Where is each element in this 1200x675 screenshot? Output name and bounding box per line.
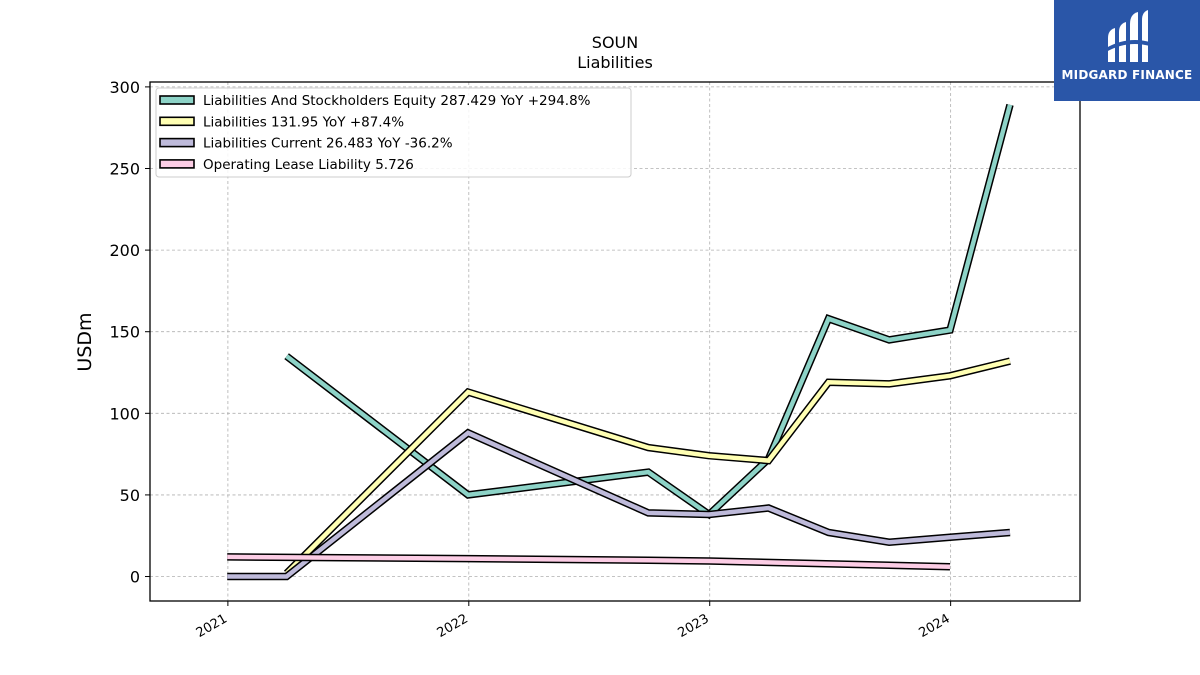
legend-swatch bbox=[159, 116, 195, 127]
legend-label: Liabilities 131.95 YoY +87.4% bbox=[203, 114, 404, 130]
series-liabilities bbox=[283, 357, 1011, 576]
series-line bbox=[227, 430, 1011, 579]
midgard-finance-logo: MIDGARD FINANCE bbox=[1054, 0, 1200, 101]
series-operating-lease-liability bbox=[227, 553, 951, 571]
x-tick-label: 2022 bbox=[435, 611, 471, 641]
legend-swatch bbox=[159, 159, 195, 169]
legend-label: Liabilities Current 26.483 YoY -36.2% bbox=[203, 136, 453, 152]
legend-swatch bbox=[159, 137, 195, 148]
legend: Liabilities And Stockholders Equity 287.… bbox=[155, 87, 632, 178]
legend-swatch bbox=[159, 95, 195, 105]
series-line bbox=[285, 358, 1011, 575]
x-tick-label: 2021 bbox=[194, 611, 230, 641]
y-tick-label: 300 bbox=[109, 78, 140, 97]
legend-label: Liabilities And Stockholders Equity 287.… bbox=[203, 93, 591, 109]
plot-frame bbox=[149, 81, 1081, 602]
x-tick-label: 2024 bbox=[916, 611, 952, 641]
series-layer bbox=[227, 103, 1014, 581]
y-tick-label: 200 bbox=[109, 241, 140, 260]
series-liabilities-current bbox=[227, 428, 1011, 581]
y-tick-label: 0 bbox=[130, 568, 140, 587]
logo-mark-icon bbox=[1106, 10, 1150, 62]
legend-label: Operating Lease Liability 5.726 bbox=[203, 157, 414, 173]
series-line bbox=[227, 554, 951, 569]
y-tick-label: 250 bbox=[109, 160, 140, 179]
logo-text: MIDGARD FINANCE bbox=[1061, 68, 1193, 82]
y-tick-label: 150 bbox=[109, 323, 140, 342]
y-axis-label: USDm bbox=[74, 312, 96, 371]
chart-subtitle: Liabilities bbox=[577, 53, 653, 72]
y-tick-label: 50 bbox=[120, 486, 140, 505]
x-tick-label: 2023 bbox=[676, 611, 712, 641]
y-tick-label: 100 bbox=[109, 404, 140, 423]
chart-title: SOUN bbox=[592, 33, 638, 52]
legend-box bbox=[155, 87, 632, 178]
